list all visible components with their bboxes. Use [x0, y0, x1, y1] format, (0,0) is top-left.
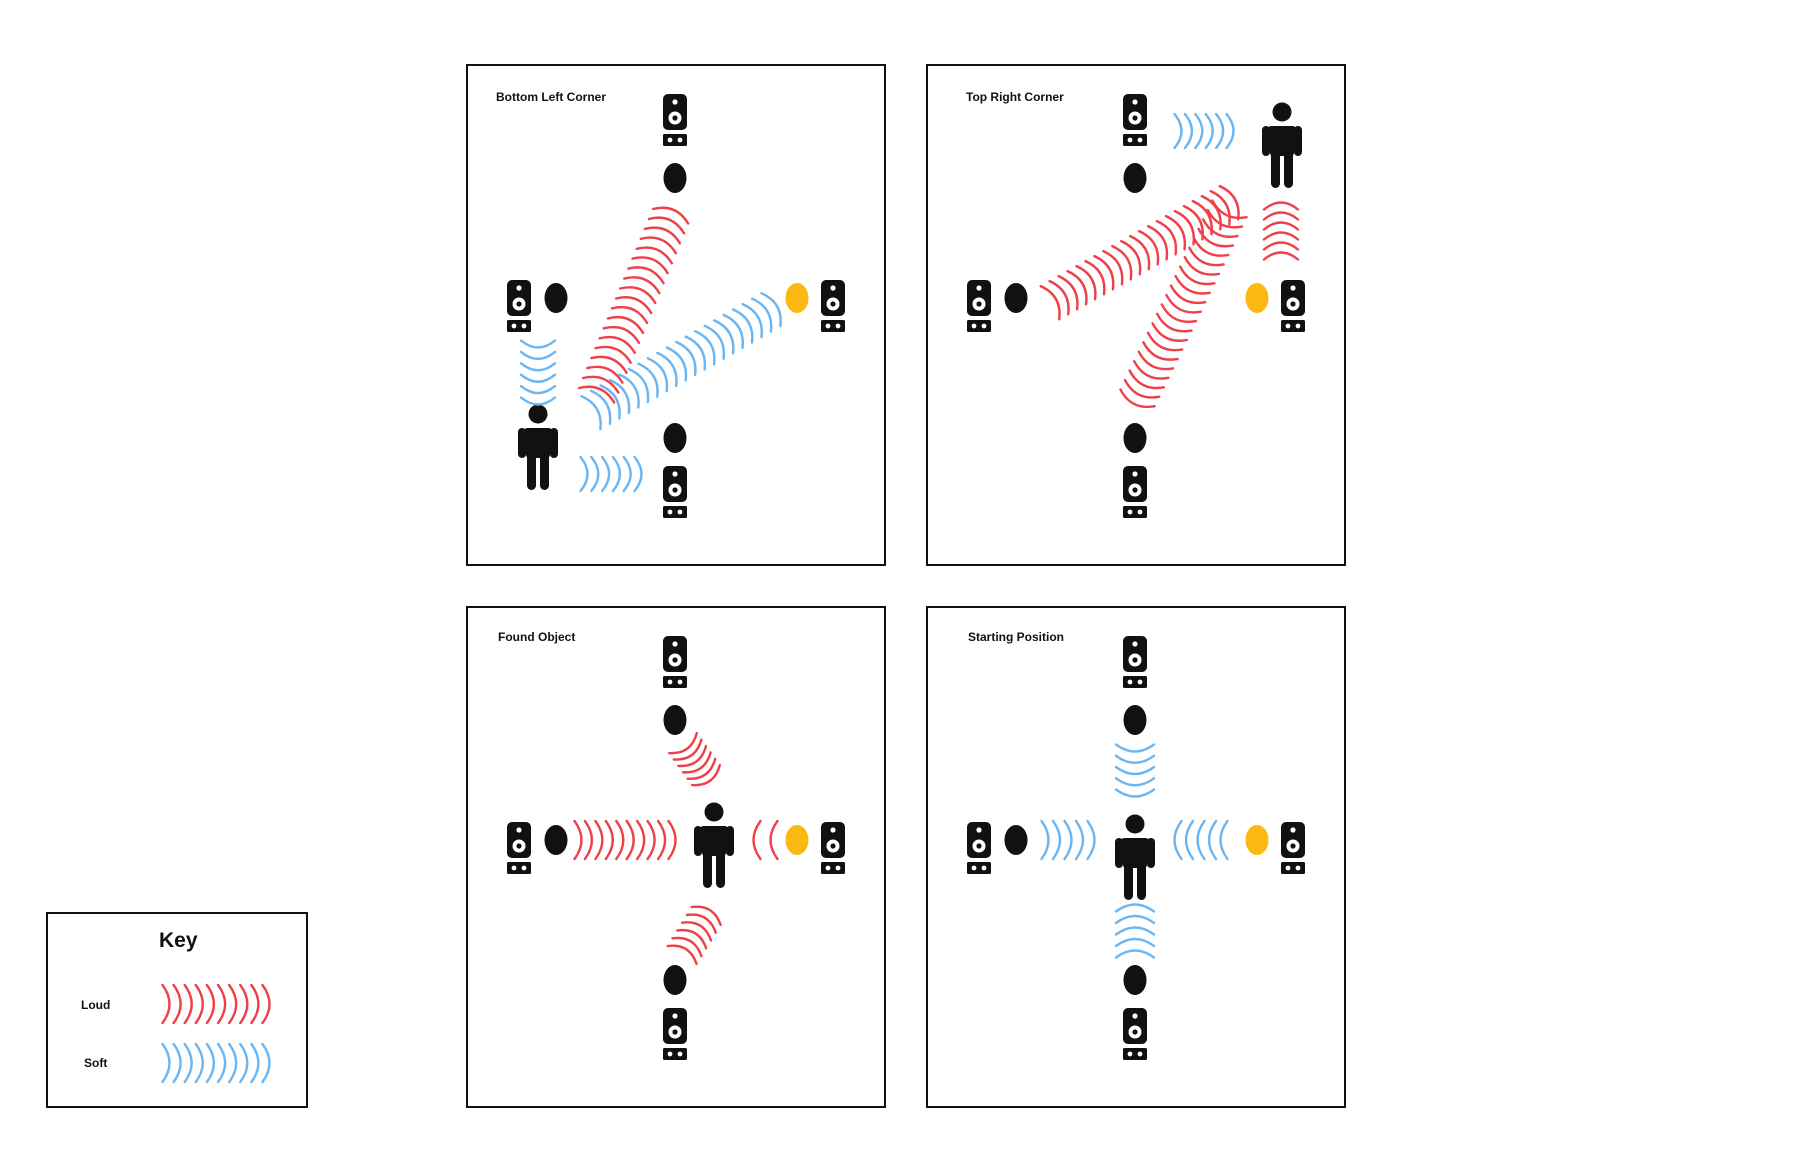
microphone-icon	[544, 283, 568, 313]
speaker-icon	[967, 280, 991, 332]
target-object-icon	[1245, 825, 1269, 855]
panel-title: Found Object	[498, 630, 576, 644]
key-legend: Key Loud Soft	[46, 912, 308, 1108]
panel-top-right-corner: Top Right Corner	[926, 64, 1346, 566]
key-loud-label: Loud	[81, 998, 111, 1012]
sound-wave-loud	[666, 905, 722, 966]
sound-wave-soft	[579, 455, 643, 493]
microphone-icon	[1004, 825, 1028, 855]
sound-wave-soft	[1040, 819, 1096, 861]
speaker-icon	[507, 280, 531, 332]
speaker-icon	[663, 636, 687, 688]
microphone-icon	[663, 965, 687, 995]
microphone-icon	[1123, 423, 1147, 453]
speaker-icon	[663, 1008, 687, 1060]
speaker-icon	[1123, 1008, 1147, 1060]
sound-wave-loud	[1119, 199, 1248, 409]
microphone-icon	[663, 705, 687, 735]
diagram-top-right-corner	[967, 94, 1305, 518]
target-object-icon	[785, 283, 809, 313]
diagram-bottom-left-corner	[507, 94, 845, 518]
sound-wave-soft	[1114, 903, 1156, 959]
sound-wave-loud	[577, 206, 690, 404]
microphone-icon	[1004, 283, 1028, 313]
sound-wave-soft	[519, 339, 557, 406]
speaker-icon	[1123, 636, 1147, 688]
key-swatches	[161, 983, 271, 1084]
panel-title: Bottom Left Corner	[496, 90, 606, 104]
key-loud-swatch	[161, 983, 271, 1025]
person-icon	[518, 404, 558, 490]
speaker-icon	[1123, 466, 1147, 518]
microphone-icon	[1123, 163, 1147, 193]
speaker-icon	[507, 822, 531, 874]
sound-wave-loud	[1039, 184, 1240, 321]
speaker-icon	[967, 822, 991, 874]
diagram-found-object	[507, 636, 845, 1060]
target-object-icon	[785, 825, 809, 855]
speaker-icon	[663, 94, 687, 146]
microphone-icon	[1123, 965, 1147, 995]
diagram-starting-position	[967, 636, 1305, 1060]
speaker-icon	[1281, 280, 1305, 332]
key-soft-label: Soft	[84, 1056, 108, 1070]
key-title: Key	[159, 929, 198, 952]
person-icon	[1262, 102, 1302, 188]
speaker-icon	[821, 822, 845, 874]
key-soft-swatch	[161, 1042, 271, 1084]
microphone-icon	[544, 825, 568, 855]
speaker-icon	[663, 466, 687, 518]
panel-bottom-left-corner: Bottom Left Corner	[466, 64, 886, 566]
sound-wave-loud	[752, 819, 779, 861]
microphone-icon	[663, 163, 687, 193]
panel-title: Starting Position	[968, 630, 1064, 644]
speaker-icon	[1123, 94, 1147, 146]
person-icon	[694, 802, 734, 888]
sound-wave-loud	[573, 819, 677, 861]
target-object-icon	[1245, 283, 1269, 313]
sound-wave-soft	[1173, 112, 1235, 150]
sound-wave-loud	[1262, 201, 1300, 261]
sound-wave-loud	[668, 732, 721, 787]
sound-wave-soft	[1173, 819, 1229, 861]
speaker-icon	[821, 280, 845, 332]
speaker-icon	[1281, 822, 1305, 874]
panel-found-object: Found Object	[466, 606, 886, 1108]
sound-wave-soft	[580, 292, 782, 431]
panel-title: Top Right Corner	[966, 90, 1064, 104]
sound-wave-soft	[1114, 743, 1156, 798]
person-icon	[1115, 814, 1155, 900]
panel-starting-position: Starting Position	[926, 606, 1346, 1108]
microphone-icon	[1123, 705, 1147, 735]
microphone-icon	[663, 423, 687, 453]
